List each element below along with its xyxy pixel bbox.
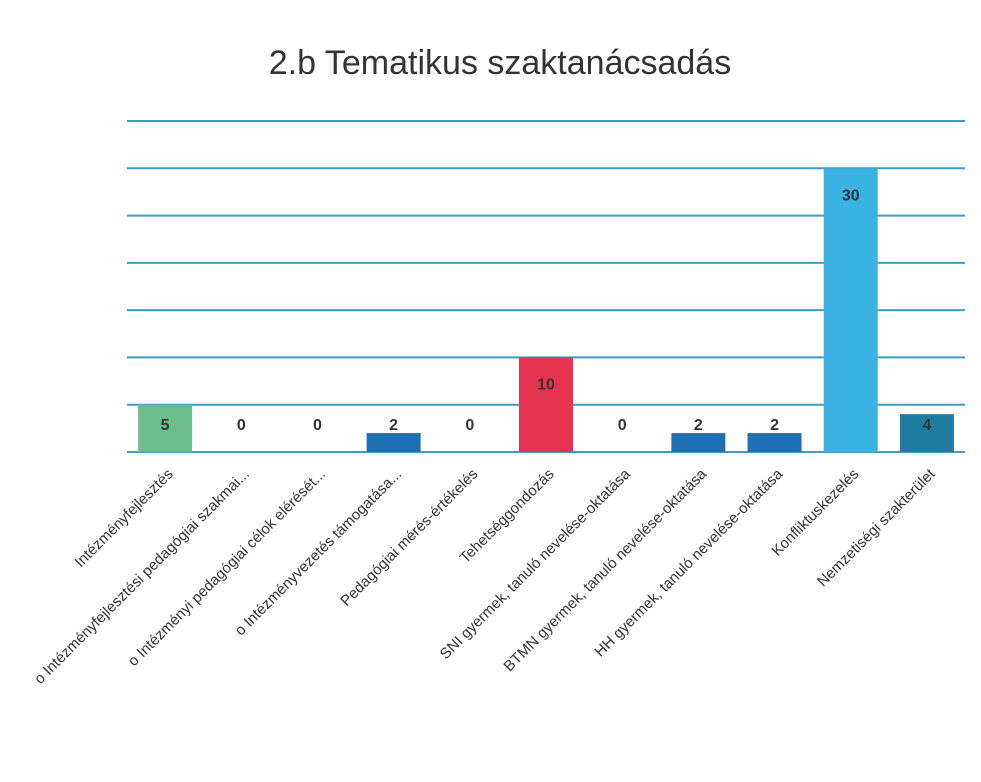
bar (747, 433, 802, 452)
bar (823, 168, 878, 453)
data-label: 2 (770, 417, 779, 434)
bar (366, 433, 421, 452)
bar (519, 357, 573, 452)
data-label: 0 (237, 417, 246, 434)
chart-title: 2.b Tematikus szaktanácsadás (269, 44, 731, 82)
data-label: 2 (694, 417, 703, 434)
bar (671, 433, 726, 452)
data-label: 0 (465, 417, 474, 434)
bar (138, 404, 193, 452)
data-label: 4 (922, 417, 931, 434)
data-label: 0 (618, 417, 627, 434)
data-label: 5 (161, 417, 170, 434)
data-label: 10 (537, 377, 555, 394)
data-label: 2 (389, 417, 398, 434)
data-label: 30 (842, 188, 860, 205)
data-label: 0 (313, 417, 322, 434)
bar (899, 414, 954, 452)
